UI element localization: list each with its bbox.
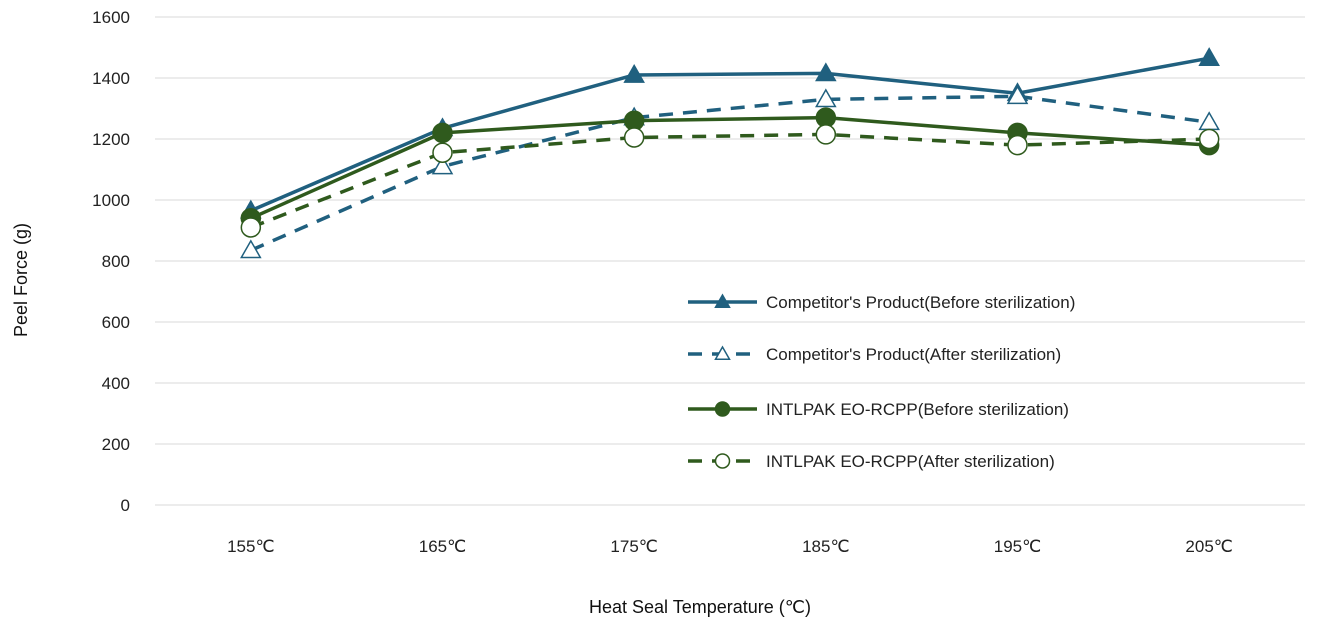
y-tick-label: 400 (102, 374, 130, 393)
data-point (1007, 134, 1028, 156)
series-4 (240, 124, 1220, 238)
x-tick-label: 185℃ (802, 537, 849, 556)
legend-label: INTLPAK EO-RCPP(Before sterilization) (766, 400, 1069, 419)
data-point (815, 124, 837, 145)
y-tick-label: 200 (102, 435, 130, 454)
x-axis-title: Heat Seal Temperature (℃) (589, 597, 811, 617)
data-point (815, 62, 837, 82)
x-tick-label: 205℃ (1185, 537, 1232, 556)
data-point (432, 122, 453, 144)
y-tick-label: 1400 (92, 69, 130, 88)
legend-swatch-marker (714, 293, 731, 308)
data-point (240, 217, 262, 238)
data-point (623, 127, 645, 148)
data-point (1198, 128, 1220, 150)
legend-label: Competitor's Product(After sterilization… (766, 345, 1061, 364)
data-point (432, 142, 453, 163)
y-tick-label: 0 (121, 496, 130, 515)
legend-item: Competitor's Product(Before sterilizatio… (688, 293, 1075, 312)
series-1 (240, 47, 1220, 219)
series-line (250, 115, 1210, 220)
series-3 (240, 107, 1220, 229)
y-tick-label: 1200 (92, 130, 130, 149)
data-point (1198, 47, 1220, 67)
legend-label: Competitor's Product(Before sterilizatio… (766, 293, 1075, 312)
y-axis-title: Peel Force (g) (11, 223, 31, 337)
data-point (431, 155, 454, 175)
legend-item: INTLPAK EO-RCPP(After sterilization) (688, 452, 1055, 471)
series-2 (240, 85, 1220, 259)
data-point (623, 63, 645, 83)
x-tick-label: 195℃ (994, 537, 1041, 556)
data-point (815, 88, 837, 108)
legend: Competitor's Product(Before sterilizatio… (688, 293, 1075, 471)
legend-swatch-marker (714, 401, 731, 417)
y-tick-label: 1000 (92, 191, 130, 210)
legend-swatch-marker (714, 453, 731, 469)
y-tick-label: 600 (102, 313, 130, 332)
x-tick-label: 165℃ (419, 537, 466, 556)
legend-swatch-marker (714, 345, 731, 360)
legend-item: INTLPAK EO-RCPP(Before sterilization) (688, 400, 1069, 419)
data-point (1006, 85, 1029, 105)
data-point (240, 239, 262, 259)
y-tick-label: 1600 (92, 8, 130, 27)
series-line (250, 56, 1210, 213)
data-point (1198, 111, 1220, 131)
y-tick-label: 800 (102, 252, 130, 271)
x-tick-label: 175℃ (610, 537, 657, 556)
series-line (250, 94, 1210, 252)
legend-label: INTLPAK EO-RCPP(After sterilization) (766, 452, 1055, 471)
x-tick-label: 155℃ (227, 537, 274, 556)
legend-item: Competitor's Product(After sterilization… (688, 345, 1061, 364)
series-line (250, 132, 1210, 230)
